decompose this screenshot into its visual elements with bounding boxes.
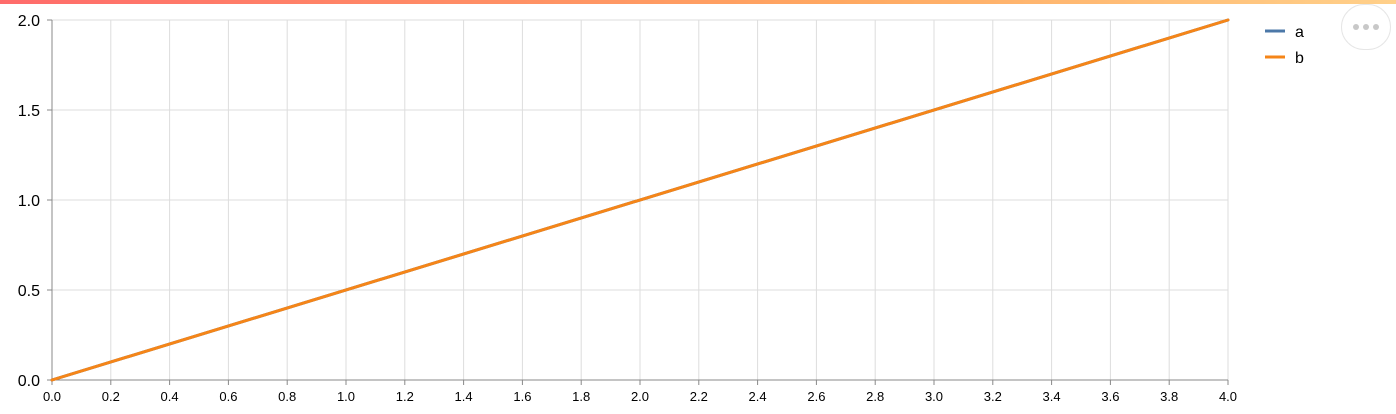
x-tick-label: 1.0 <box>337 389 355 404</box>
x-tick-label: 1.6 <box>513 389 531 404</box>
x-tick-label: 0.0 <box>43 389 61 404</box>
x-tick-label: 1.8 <box>572 389 590 404</box>
x-tick-label: 3.2 <box>984 389 1002 404</box>
tick-labels: 0.0 0.2 0.4 0.6 0.8 1.0 1.2 1.4 1.6 1.8 2.0 2.2 2.4 2… <box>18 13 1237 404</box>
y-tick-label: 0.0 <box>18 373 40 390</box>
x-tick-label: 3.0 <box>925 389 943 404</box>
legend-label: b <box>1295 50 1304 67</box>
x-tick-label: 0.8 <box>278 389 296 404</box>
legend-item-b: b <box>1265 50 1304 67</box>
x-tick-label: 0.6 <box>219 389 237 404</box>
y-tick-label: 0.5 <box>18 283 40 300</box>
legend: ab <box>1265 24 1304 67</box>
x-tick-label: 0.4 <box>161 389 179 404</box>
x-tick-label: 2.2 <box>690 389 708 404</box>
y-tick-label: 1.0 <box>18 193 40 210</box>
more-horizontal-icon <box>1353 24 1379 30</box>
x-tick-label: 3.4 <box>1043 389 1061 404</box>
legend-item-a: a <box>1265 24 1304 41</box>
x-tick-label: 3.6 <box>1101 389 1119 404</box>
more-options-button[interactable] <box>1341 4 1391 50</box>
legend-label: a <box>1295 24 1304 41</box>
axes <box>47 19 1229 385</box>
x-tick-label: 3.8 <box>1160 389 1178 404</box>
series-line-b <box>50 18 1230 382</box>
series-lines <box>50 18 1230 382</box>
y-tick-label: 2.0 <box>18 13 40 30</box>
x-tick-label: 2.4 <box>749 389 767 404</box>
x-tick-label: 2.8 <box>866 389 884 404</box>
y-tick-label: 1.5 <box>18 103 40 120</box>
x-tick-label: 2.0 <box>631 389 649 404</box>
x-tick-label: 2.6 <box>807 389 825 404</box>
top-accent-bar <box>0 0 1396 4</box>
x-tick-label: 1.2 <box>396 389 414 404</box>
x-tick-label: 0.2 <box>102 389 120 404</box>
x-tick-label: 4.0 <box>1219 389 1237 404</box>
x-tick-label: 1.4 <box>455 389 473 404</box>
